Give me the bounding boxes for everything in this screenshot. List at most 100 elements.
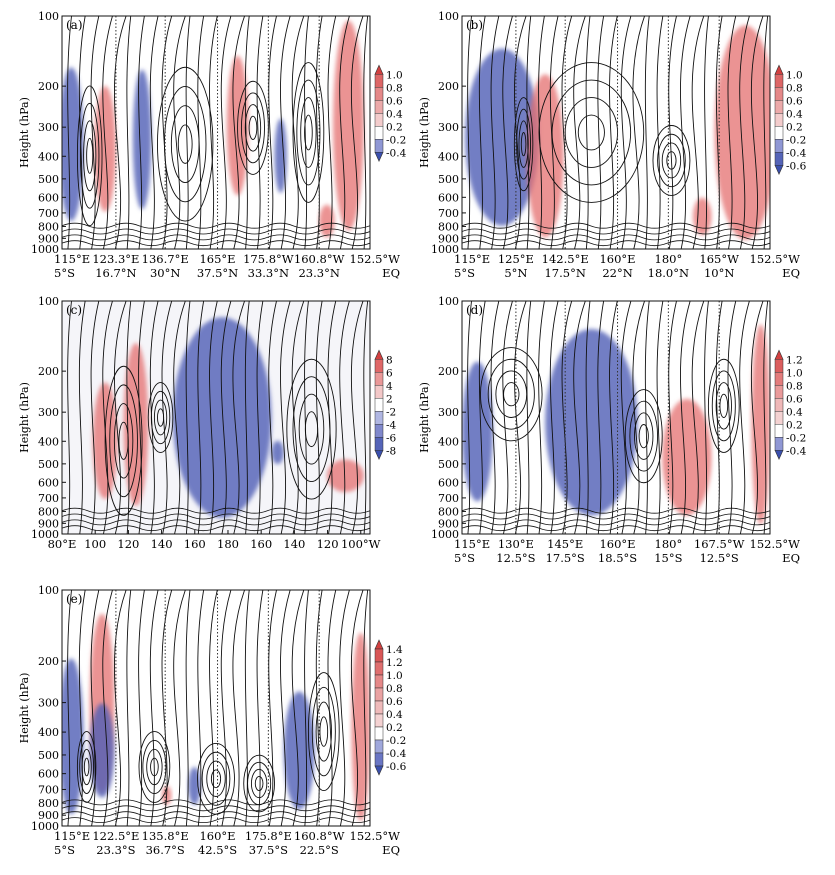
colorbar-extend-bottom xyxy=(374,765,384,776)
streamline xyxy=(315,590,323,826)
streamline xyxy=(620,16,632,249)
x-tick-lat-label: 22.5°S xyxy=(300,843,339,857)
circulation-streamline xyxy=(150,757,159,777)
y-axis-title: Height (hPa) xyxy=(18,97,31,168)
positive-anomaly-region xyxy=(693,197,712,236)
y-tick-label: 600 xyxy=(438,191,459,204)
x-tick-lat-label: 16.7°N xyxy=(95,266,136,280)
plot-frame xyxy=(61,589,371,827)
streamline xyxy=(350,590,364,826)
circulation-streamline xyxy=(118,421,129,460)
streamline xyxy=(173,16,186,249)
surface-streamline xyxy=(62,811,370,818)
circulation-streamline xyxy=(157,408,165,427)
circulation-streamline xyxy=(518,120,529,168)
streamline xyxy=(363,590,369,826)
streamline xyxy=(102,590,113,826)
streamline xyxy=(573,301,586,534)
streamline xyxy=(715,301,723,534)
streamline xyxy=(609,301,618,534)
x-tick-lat-label: 37.5°S xyxy=(249,843,288,857)
colorbar-extend-top xyxy=(374,639,384,650)
circulation-streamline xyxy=(163,86,207,203)
circulation-streamline xyxy=(170,105,200,184)
x-tick-lat-label: 5°N xyxy=(504,266,527,280)
streamline xyxy=(739,16,750,249)
streamline xyxy=(280,301,291,534)
colorbar-tick-label: 0.4 xyxy=(386,709,403,721)
streamline xyxy=(220,16,232,249)
surface-streamline xyxy=(62,799,370,806)
x-tick-lon-label: 160.8°W xyxy=(294,252,345,266)
y-tick-label: 200 xyxy=(438,80,459,93)
y-axis-title: Height (hPa) xyxy=(18,673,31,744)
circulation-streamline xyxy=(624,389,663,484)
streamline xyxy=(739,301,750,534)
streamline xyxy=(126,16,132,249)
streamline xyxy=(78,301,86,534)
streamline xyxy=(90,16,100,249)
circulation-streamline xyxy=(81,748,92,786)
streamline xyxy=(78,590,86,826)
circulation-streamline xyxy=(113,403,134,479)
y-tick-label: 100 xyxy=(38,584,59,597)
circulation-streamline xyxy=(286,358,337,500)
circulation-streamline xyxy=(254,775,264,792)
plot-frame xyxy=(461,15,771,250)
colorbar-segment xyxy=(374,726,384,741)
x-tick-lon-label: 136.7°E xyxy=(142,252,189,266)
streamline xyxy=(280,16,291,249)
streamline xyxy=(315,16,323,249)
y-tick-label: 300 xyxy=(38,121,59,134)
circulation-streamline xyxy=(315,701,332,762)
plot-frame xyxy=(461,300,771,535)
x-tick-label: 160 xyxy=(250,537,272,551)
surface-streamline xyxy=(62,805,370,812)
y-tick-label: 700 xyxy=(38,492,59,505)
circulation-streamline xyxy=(298,393,325,465)
colorbar-segment xyxy=(774,74,784,88)
x-tick-lon-label: 160°E xyxy=(599,252,635,266)
circulation-streamline xyxy=(248,115,258,140)
positive-anomaly-region xyxy=(662,398,712,516)
streamline xyxy=(209,301,218,534)
circulation-streamline xyxy=(104,365,143,516)
colorbar-segment xyxy=(774,359,784,373)
circulation-streamline xyxy=(707,358,740,453)
streamline xyxy=(704,16,709,249)
streamline xyxy=(467,16,472,249)
streamline xyxy=(232,301,245,534)
circulation-streamline xyxy=(296,79,321,186)
circulation-streamline xyxy=(711,370,736,442)
streamline xyxy=(727,16,737,249)
streamline xyxy=(220,301,232,534)
y-axis-title: Height (hPa) xyxy=(418,382,431,453)
x-tick-lat-label: 36.7°S xyxy=(146,843,185,857)
streamline xyxy=(363,301,369,534)
colorbar-extend-bottom xyxy=(374,449,384,460)
y-tick-label: 600 xyxy=(38,768,59,781)
colorbar-tick-label: -0.2 xyxy=(786,432,806,444)
circulation-streamline xyxy=(719,393,729,418)
colorbar-segment xyxy=(374,437,384,451)
circulation-streamline xyxy=(177,124,193,164)
colorbar-segment xyxy=(774,126,784,140)
circulation-streamline xyxy=(638,424,649,449)
x-axis: 80°E 100 120 140 160 180 160 140 120 100°W xyxy=(48,530,381,551)
y-tick-label: 600 xyxy=(38,476,59,489)
surface-streamline xyxy=(62,228,370,235)
streamline xyxy=(763,301,769,534)
x-tick-lon-label: 123.3°E xyxy=(92,252,139,266)
colorbar-tick-label: 0.8 xyxy=(786,82,803,94)
plot-content xyxy=(462,16,770,249)
circulation-streamline xyxy=(150,390,171,445)
colorbar-tick-label: -0.4 xyxy=(786,445,807,457)
x-tick-lat-label: 22°N xyxy=(602,266,632,280)
circulation-streamline xyxy=(538,62,645,203)
circulation-streamline xyxy=(250,768,268,799)
y-tick-label: 1000 xyxy=(31,243,59,256)
streamline xyxy=(90,301,100,534)
